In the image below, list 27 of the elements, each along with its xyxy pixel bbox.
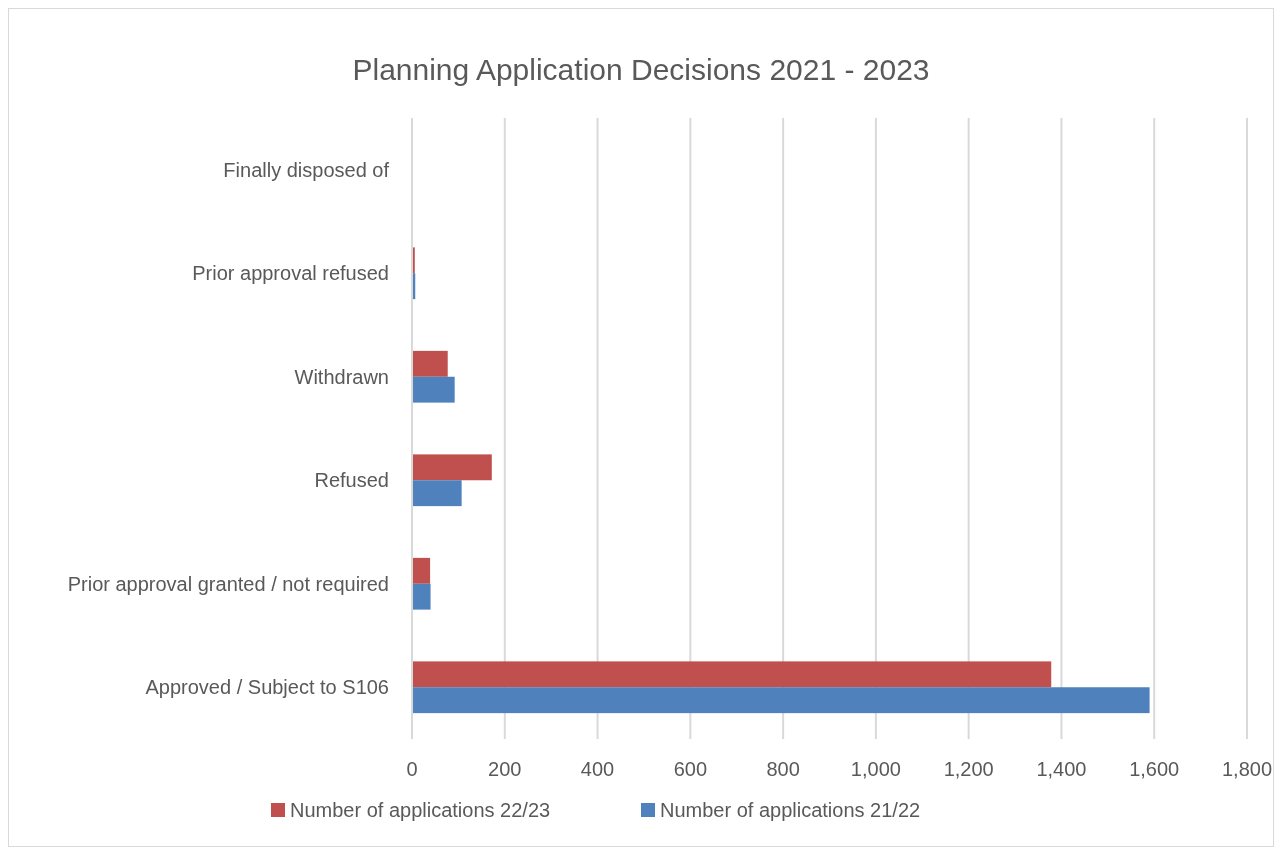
- x-tick-label: 0: [406, 758, 418, 780]
- bar: [412, 480, 462, 507]
- x-tick-label: 1,400: [1036, 758, 1087, 780]
- x-tick-label: 1,200: [943, 758, 994, 780]
- bar: [412, 661, 1052, 688]
- legend-label: Number of applications 22/23: [290, 799, 551, 821]
- x-tick-label: 400: [580, 758, 615, 780]
- y-tick-label: Prior approval granted / not required: [67, 572, 389, 595]
- bar: [412, 350, 448, 377]
- y-tick-label: Withdrawn: [294, 365, 389, 388]
- bar: [412, 454, 492, 481]
- y-tick-label: Refused: [314, 469, 389, 492]
- x-tick-label: 200: [488, 758, 522, 780]
- y-tick-label: Approved / Subject to S106: [145, 676, 389, 699]
- bar: [412, 583, 431, 610]
- x-tick-label: 1,000: [850, 758, 901, 780]
- y-tick-label: Prior approval refused: [192, 262, 389, 285]
- legend-label: Number of applications 21/22: [660, 799, 921, 821]
- chart-title: Planning Application Decisions 2021 - 2023: [352, 53, 930, 86]
- x-tick-label: 1,800: [1221, 758, 1273, 780]
- x-tick-label: 1,600: [1129, 758, 1180, 780]
- x-tick-label: 600: [673, 758, 708, 780]
- bar: [412, 557, 431, 584]
- bar: [412, 687, 1150, 714]
- bar: [412, 376, 455, 403]
- y-tick-label: Finally disposed of: [223, 158, 390, 181]
- x-tick-label: 800: [766, 758, 800, 780]
